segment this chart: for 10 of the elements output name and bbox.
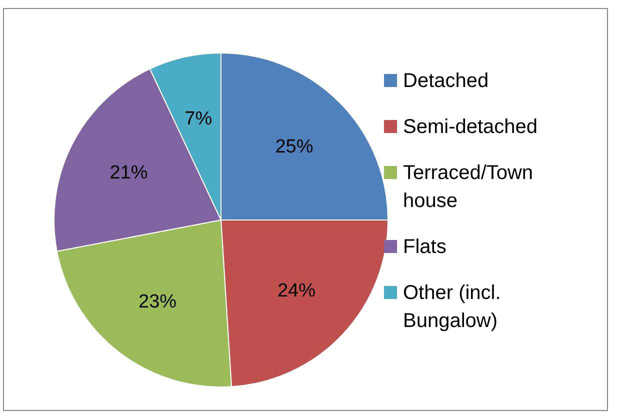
data-label: 25% <box>275 136 314 158</box>
data-label: 7% <box>184 108 212 130</box>
legend-label: Semi-detached <box>403 114 539 140</box>
legend-label: Flats <box>403 234 448 260</box>
legend-label: Other (incl. Bungalow) <box>403 280 502 334</box>
data-label: 21% <box>110 162 148 184</box>
data-label: 23% <box>138 291 177 312</box>
legend-label: Terraced/Town house <box>403 160 534 214</box>
legend-label: Detached <box>403 68 490 94</box>
data-label: 24% <box>277 280 316 302</box>
